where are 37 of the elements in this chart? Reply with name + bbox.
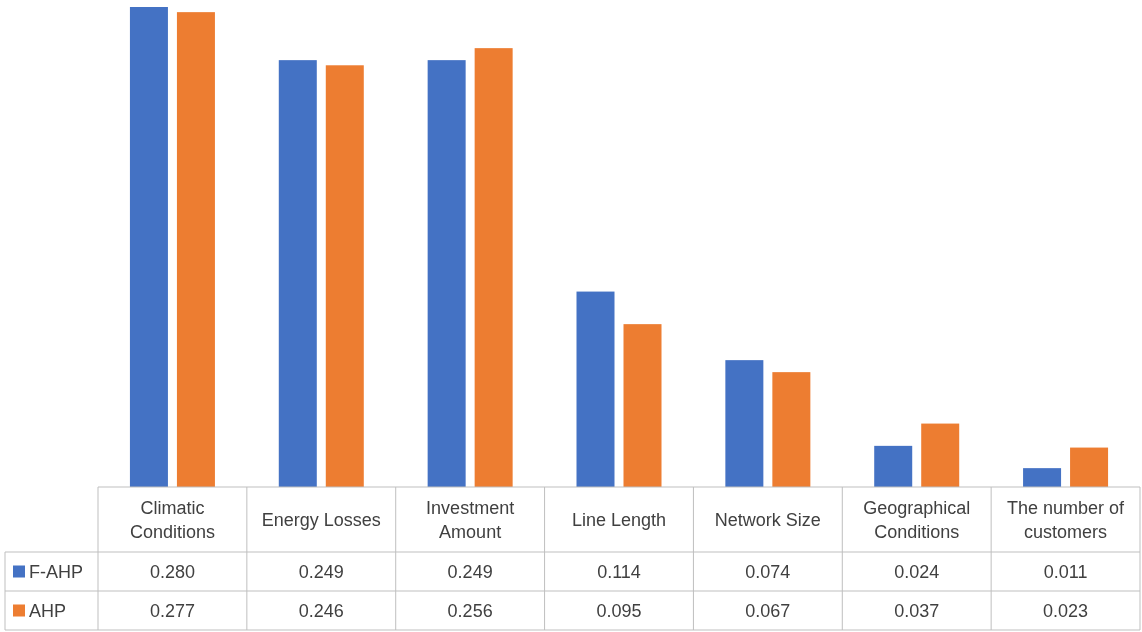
data-label: 0.280: [149, 561, 195, 582]
bar: [623, 324, 662, 487]
x-tick-label: Climatic Conditions: [129, 497, 215, 542]
bar: [772, 372, 811, 487]
data-label: 0.074: [745, 561, 791, 582]
bar: [474, 48, 513, 487]
bar: [874, 445, 913, 487]
x-tick-label: The number of customers: [1007, 497, 1126, 542]
legend-label: F-AHP: [29, 561, 83, 582]
data-label: 0.246: [298, 600, 344, 621]
data-label: 0.011: [1043, 561, 1088, 582]
bar: [576, 291, 615, 487]
data-label: 0.037: [894, 600, 940, 621]
bar: [1070, 447, 1109, 487]
data-label: 0.067: [745, 600, 791, 621]
bar: [176, 12, 215, 487]
data-label: 0.024: [894, 561, 940, 582]
data-label: 0.256: [447, 600, 493, 621]
data-label: 0.249: [447, 561, 493, 582]
bar: [325, 65, 364, 487]
data-label: 0.249: [298, 561, 344, 582]
bar: [427, 60, 466, 487]
data-label: 0.277: [149, 600, 195, 621]
x-tick-label: Line Length: [571, 509, 667, 530]
x-tick-label: Geographical Conditions: [863, 497, 971, 542]
data-label: 0.095: [596, 600, 642, 621]
bar: [921, 423, 960, 487]
x-tick-label: Investment Amount: [426, 497, 515, 542]
bar: [1023, 468, 1062, 487]
legend-label: AHP: [29, 600, 67, 621]
bar: [278, 60, 317, 487]
data-label: 0.023: [1043, 600, 1089, 621]
bar: [725, 360, 764, 487]
x-tick-label: Energy Losses: [261, 509, 381, 530]
bar: [129, 7, 168, 487]
x-tick-label: Network Size: [714, 509, 821, 530]
data-label: 0.114: [597, 561, 641, 582]
